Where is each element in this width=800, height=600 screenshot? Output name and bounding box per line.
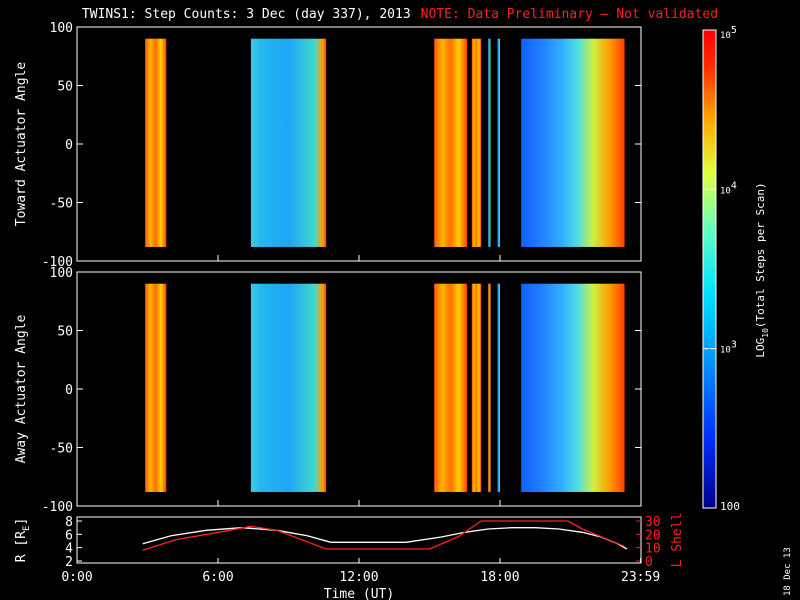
away-data-block <box>250 283 327 492</box>
orbit-xtick-label: 23:59 <box>621 570 660 585</box>
away-data-block <box>521 283 625 492</box>
away-panel: 100 50 0 -50 -100 Away Actuator Angle <box>14 266 642 515</box>
toward-ytick-label: 50 <box>57 80 73 95</box>
toward-data-block <box>250 38 327 247</box>
title-main: TWINS1: Step Counts: 3 Dec (day 337), 20… <box>81 7 411 22</box>
colorbar: 100 103 104 105 LOG10(Total Steps per Scan) <box>702 25 770 513</box>
toward-ytick-label: 0 <box>65 138 73 153</box>
away-ytick-label: 50 <box>57 325 73 340</box>
orbit-frame <box>76 516 642 564</box>
orbit-ylabel-left: R [RE] <box>14 518 32 563</box>
orbit-ytick-right-label: 20 <box>645 528 661 543</box>
away-ytick-label: 100 <box>50 266 73 281</box>
orbit-ytick-right-label: 30 <box>645 515 661 530</box>
orbit-xtick-label: 0:00 <box>61 570 92 585</box>
toward-data-block <box>488 38 491 247</box>
title-note: NOTE: Data Preliminary – Not validated <box>420 7 719 22</box>
orbit-ytick-left-label: 4 <box>65 542 73 557</box>
orbit-xlabel: Time (UT) <box>324 587 394 600</box>
orbit-ytick-right-label: 0 <box>645 555 653 570</box>
lshell-series-line <box>142 520 625 551</box>
away-ytick-label: -100 <box>42 500 73 515</box>
away-ylabel: Away Actuator Angle <box>14 314 29 463</box>
colorbar-tick-label: 103 <box>720 340 737 356</box>
orbit-xtick-label: 18:00 <box>480 570 519 585</box>
toward-ytick-label: -50 <box>50 197 73 212</box>
colorbar-tick-label: 105 <box>720 25 737 41</box>
date-stamp: 18 Dec 13 <box>783 547 793 596</box>
chart-title: TWINS1: Step Counts: 3 Dec (day 337), 20… <box>0 7 800 22</box>
colorbar-gradient <box>702 29 717 509</box>
toward-ytick-label: 100 <box>50 21 73 36</box>
colorbar-label: LOG10(Total Steps per Scan) <box>754 182 770 357</box>
orbit-ytick-right-label: 10 <box>645 542 661 557</box>
away-data-block <box>434 283 468 492</box>
toward-ytick-label: -100 <box>42 255 73 270</box>
toward-data-block <box>521 38 625 247</box>
away-ytick-label: 0 <box>65 383 73 398</box>
toward-ylabel: Toward Actuator Angle <box>14 62 29 227</box>
away-data-block <box>488 283 491 492</box>
orbit-xtick-label: 12:00 <box>339 570 378 585</box>
away-ytick-label: -50 <box>50 442 73 457</box>
orbit-ytick-left-label: 6 <box>65 528 73 543</box>
toward-data-block <box>145 38 167 247</box>
toward-data-block <box>471 38 482 247</box>
away-data-block <box>145 283 167 492</box>
orbit-xtick-label: 6:00 <box>202 570 233 585</box>
orbit-ytick-left-label: 8 <box>65 515 73 530</box>
colorbar-tick-label: 100 <box>720 500 740 513</box>
orbit-ylabel-right: L Shell <box>670 513 685 568</box>
orbit-ytick-left-label: 2 <box>65 555 73 570</box>
toward-panel: 100 50 0 -50 -100 Toward Actuator Angle <box>14 21 642 270</box>
toward-data-block <box>497 38 500 247</box>
toward-data-block <box>434 38 468 247</box>
colorbar-tick-label: 104 <box>720 180 737 196</box>
away-data-block <box>471 283 482 492</box>
away-data-block <box>497 283 500 492</box>
